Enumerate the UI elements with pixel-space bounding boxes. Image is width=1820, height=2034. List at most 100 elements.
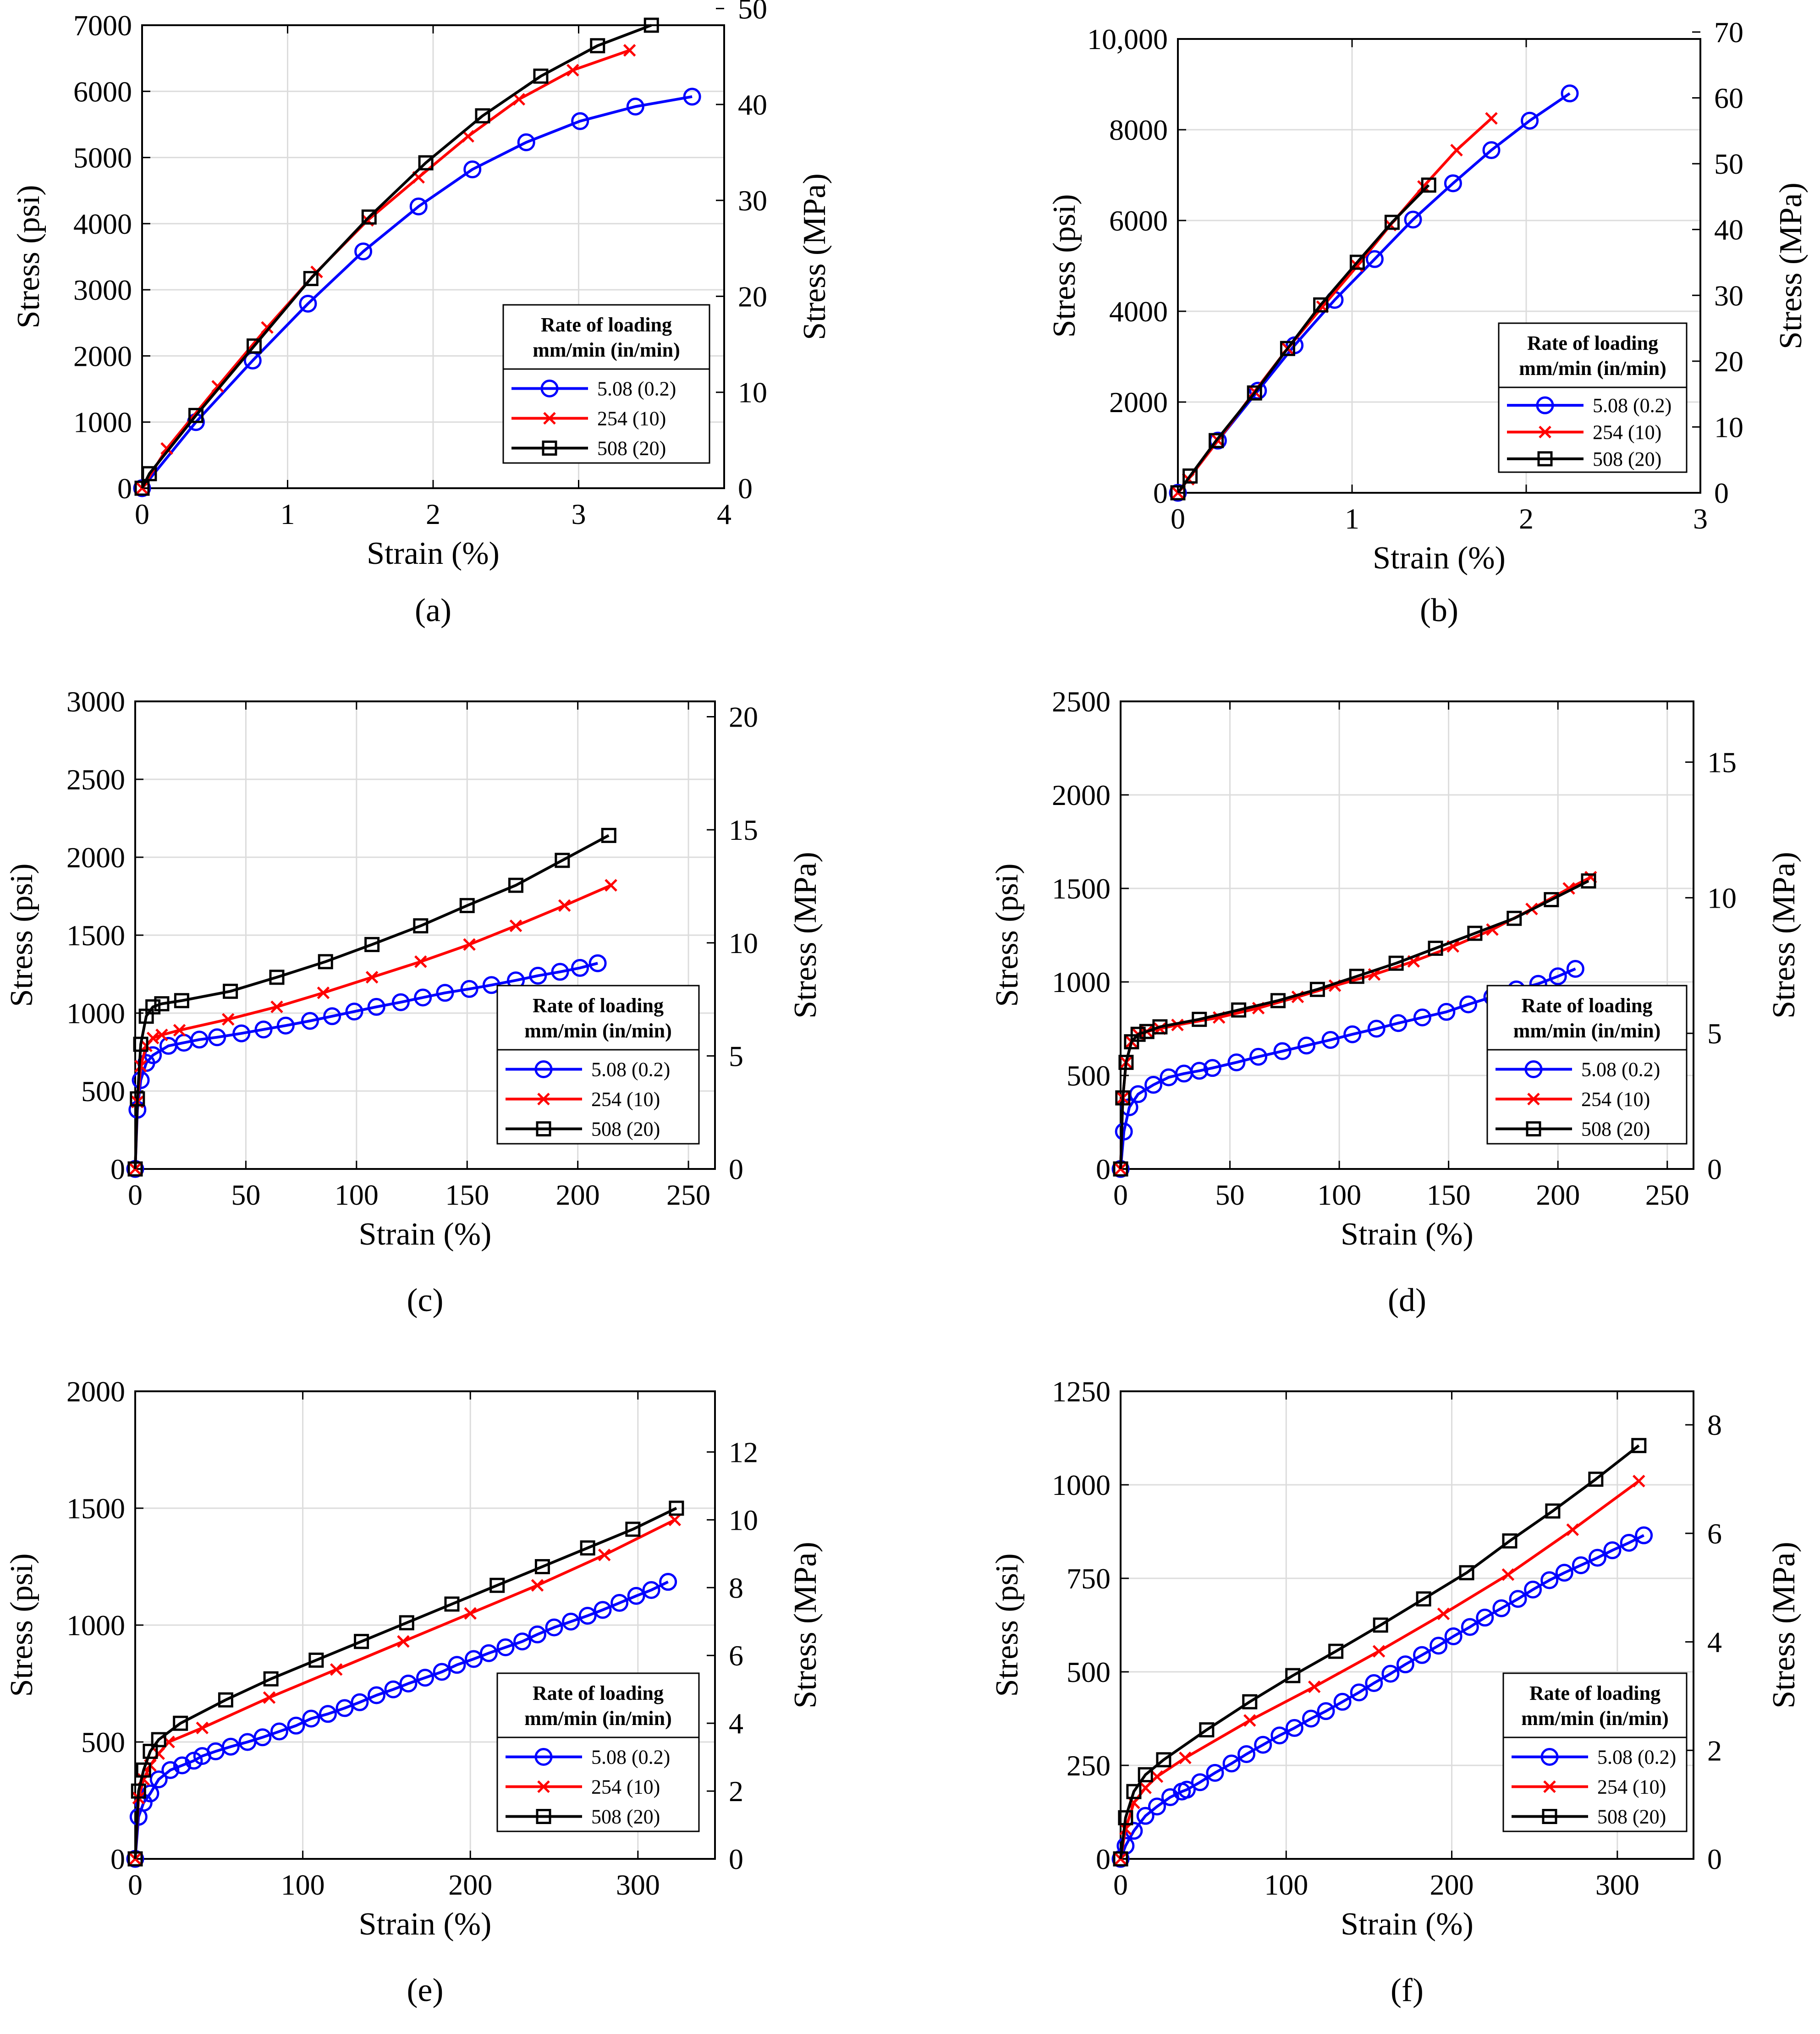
data-point <box>276 1016 295 1035</box>
data-point <box>436 984 454 1002</box>
x-tick-label: 250 <box>666 1179 710 1211</box>
data-point <box>669 1500 684 1516</box>
data-point <box>1459 1565 1474 1581</box>
data-point <box>1502 1533 1518 1549</box>
data-point <box>263 1691 276 1704</box>
y2-tick-label: 15 <box>1707 746 1737 779</box>
y2-tick-label: 50 <box>738 0 767 25</box>
data-point <box>513 1632 532 1651</box>
legend-title-line1: Rate of loading <box>541 314 672 336</box>
data-point <box>155 1028 168 1042</box>
data-point <box>397 1635 410 1648</box>
data-point <box>1249 1047 1268 1066</box>
data-point <box>1191 1773 1209 1791</box>
data-point <box>317 987 330 999</box>
x-axis-title: Strain (%) <box>367 536 500 571</box>
legend-entry: 508 (20) <box>591 1118 660 1141</box>
y-tick-label: 2500 <box>1052 685 1111 718</box>
data-point <box>1139 1781 1152 1794</box>
panel-label: (d) <box>1388 1282 1426 1318</box>
data-point <box>188 408 203 423</box>
data-point <box>196 1721 209 1735</box>
data-point <box>1389 1014 1408 1032</box>
y2-tick-label: 15 <box>729 814 758 846</box>
data-point <box>161 1761 180 1779</box>
y2-tick-label: 0 <box>738 472 753 505</box>
data-point <box>1242 1694 1258 1709</box>
series-line <box>141 95 693 489</box>
data-point <box>367 1686 385 1704</box>
series-3 <box>134 17 659 496</box>
y2-axis-title: Stress (MPa) <box>1766 852 1802 1019</box>
data-point <box>1603 1541 1622 1560</box>
data-point <box>562 1612 580 1631</box>
data-point <box>479 1644 498 1662</box>
data-point <box>365 971 379 984</box>
data-point <box>517 133 535 151</box>
data-point <box>1206 1764 1224 1782</box>
panel-label: (c) <box>407 1282 444 1318</box>
data-point <box>399 1615 414 1631</box>
y-tick-label: 1500 <box>1052 872 1111 905</box>
series-line <box>141 24 652 489</box>
data-point <box>528 1625 546 1643</box>
data-point <box>1169 484 1187 502</box>
data-point <box>364 937 380 952</box>
data-point <box>1203 1059 1221 1077</box>
data-point <box>1388 955 1404 971</box>
data-point <box>270 1722 288 1741</box>
y-axis-title: Stress (psi) <box>4 863 39 1007</box>
x-tick-label: 3 <box>1693 502 1708 535</box>
data-point <box>351 1693 369 1711</box>
data-point <box>1545 1503 1561 1519</box>
series-line <box>134 834 610 1169</box>
legend-title-line2: mm/min (in/min) <box>1521 1707 1668 1730</box>
x-tick-label: 3 <box>572 498 586 530</box>
y2-tick-label: 6 <box>1707 1517 1722 1550</box>
data-point <box>1349 254 1365 270</box>
data-point <box>460 980 478 998</box>
data-point <box>208 1028 226 1047</box>
data-point <box>1170 485 1186 501</box>
y-tick-label: 6000 <box>1109 204 1168 237</box>
x-tick-label: 150 <box>1427 1179 1471 1211</box>
legend-title-line2: mm/min (in/min) <box>524 1707 671 1730</box>
y2-tick-label: 50 <box>1714 148 1743 180</box>
data-point <box>303 271 319 287</box>
legend-swatch-marker <box>1542 1809 1557 1824</box>
y-tick-label: 7000 <box>73 9 132 42</box>
data-point <box>160 442 173 455</box>
y2-tick-label: 8 <box>1707 1409 1722 1441</box>
data-point <box>444 1596 460 1612</box>
data-point <box>127 1851 143 1867</box>
legend-entry: 254 (10) <box>597 408 666 430</box>
y2-tick-label: 0 <box>1714 477 1729 509</box>
series-line <box>134 884 612 1169</box>
y-tick-label: 0 <box>110 1153 125 1185</box>
data-point <box>464 1607 477 1620</box>
chart-panel-a: 0 1 2 3 401000200030004000500060007000010203… <box>11 0 832 628</box>
series-line <box>1177 184 1430 494</box>
data-point <box>1404 210 1422 229</box>
data-point <box>1302 1709 1320 1728</box>
x-tick-label: 100 <box>1264 1869 1308 1901</box>
data-point <box>318 954 333 970</box>
data-point <box>668 1513 682 1527</box>
legend-entry: 508 (20) <box>1593 448 1661 470</box>
legend-box <box>1502 1672 1688 1832</box>
data-point <box>1413 1009 1431 1027</box>
data-point <box>508 877 523 893</box>
data-point <box>1270 1726 1289 1745</box>
plot-frame <box>1120 700 1694 1170</box>
data-point <box>190 1031 209 1049</box>
data-point <box>1285 1668 1301 1683</box>
data-point <box>154 996 170 1012</box>
x-tick-label: 300 <box>616 1869 660 1901</box>
data-point <box>1501 1568 1515 1581</box>
x-tick-label: 200 <box>1536 1179 1580 1211</box>
legend: Rate of loading mm/min (in/min) 5.08 (0.2)… <box>496 985 700 1145</box>
data-point <box>496 1638 515 1656</box>
y-axis-title: Stress (psi) <box>1047 194 1082 337</box>
data-point <box>254 1020 273 1039</box>
y2-tick-label: 12 <box>729 1436 758 1468</box>
